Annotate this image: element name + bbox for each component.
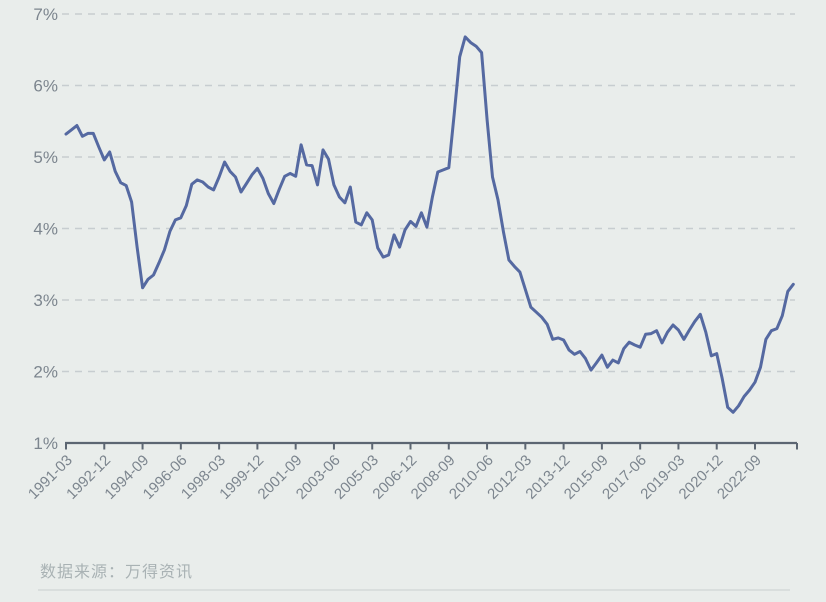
y-tick-label: 3%	[33, 291, 58, 310]
y-tick-label: 6%	[33, 77, 58, 96]
footer-divider	[38, 589, 790, 591]
y-tick-label: 2%	[33, 363, 58, 382]
y-tick-label: 7%	[33, 5, 58, 24]
source-note: 数据来源：万得资讯	[40, 564, 194, 581]
y-tick-label: 5%	[33, 148, 58, 167]
y-tick-label: 1%	[33, 434, 58, 453]
data-series-line	[64, 35, 795, 414]
y-tick-label: 4%	[33, 220, 58, 239]
